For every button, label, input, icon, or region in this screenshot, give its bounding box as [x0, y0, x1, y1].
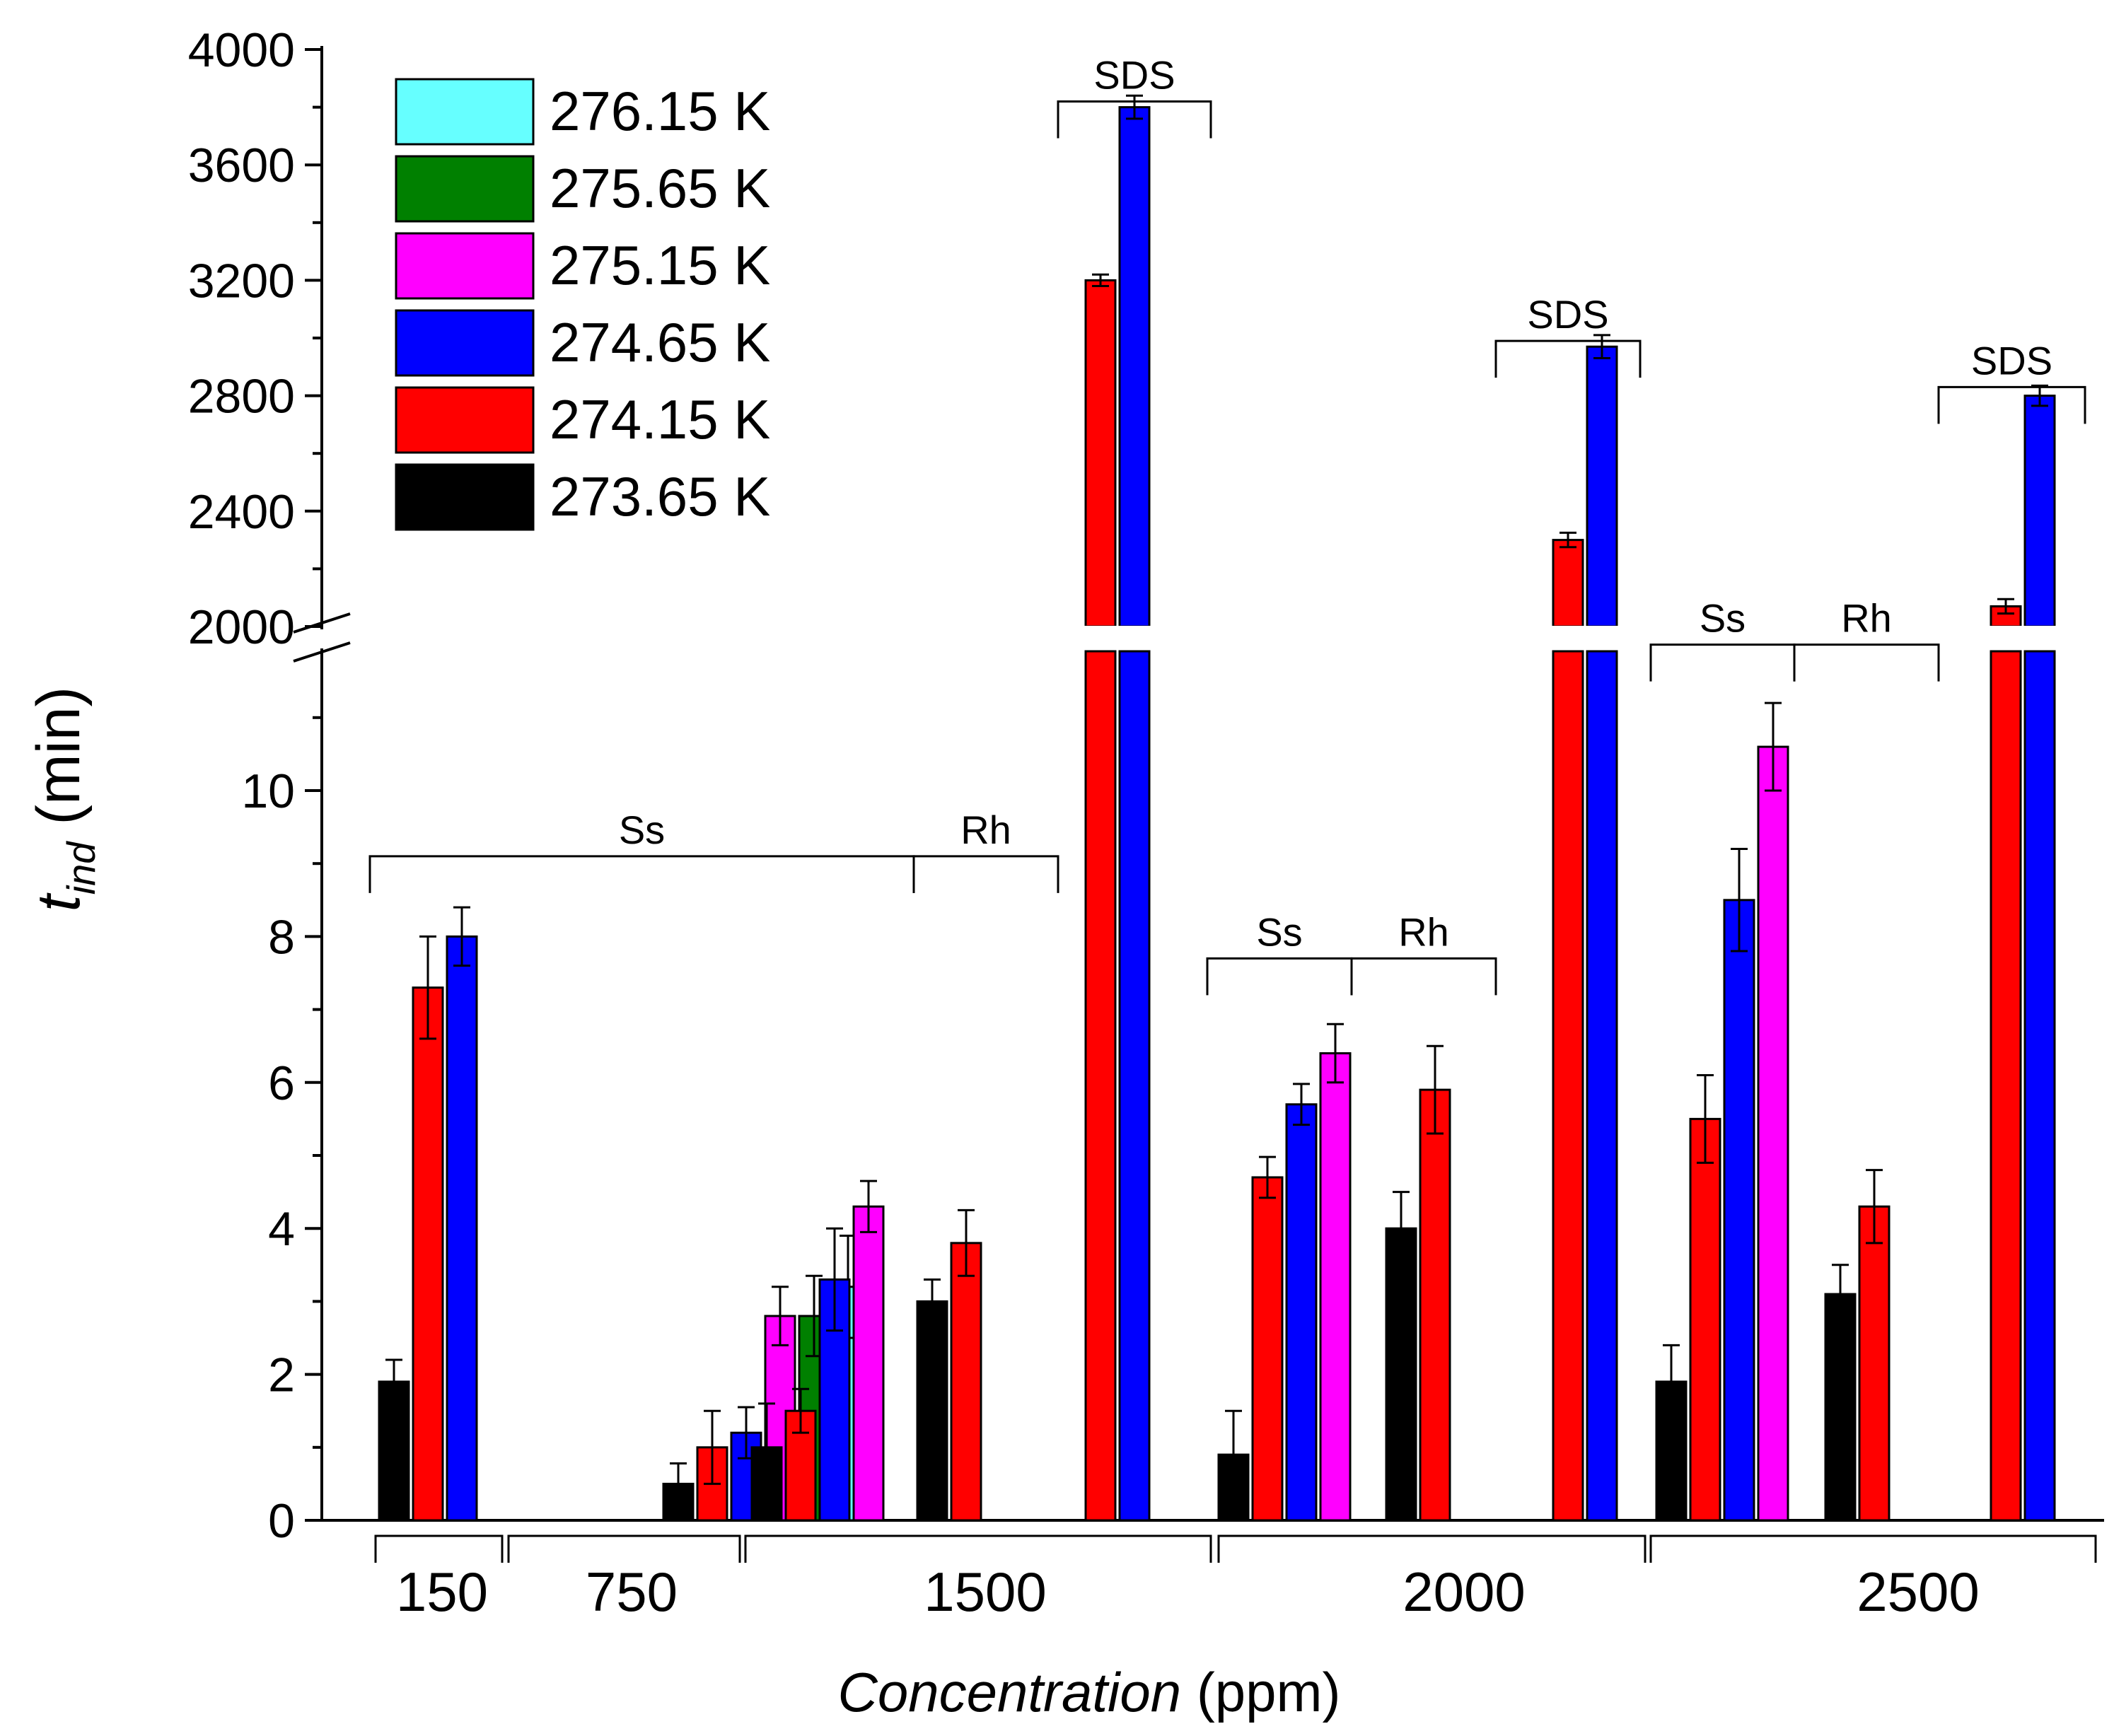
annotation-bracket — [1649, 643, 1796, 682]
annotation-label: Rh — [1398, 909, 1449, 954]
bar — [1723, 899, 1755, 1522]
x-tick-label: 1500 — [924, 1561, 1047, 1623]
legend-label: 275.65 K — [550, 157, 770, 219]
bar — [2023, 650, 2056, 1522]
annotation-label: Ss — [619, 808, 665, 852]
bar — [1084, 279, 1117, 628]
y-tick-label: 3600 — [188, 139, 295, 192]
bar — [1757, 745, 1789, 1522]
plot-area: 2000 2400 2800 3200 3600 4000 0 2 4 6 8 10 Ss Rh SDS Ss… — [25, 23, 2104, 1723]
y-tick-label: 2400 — [188, 485, 295, 539]
bar — [378, 1380, 410, 1522]
legend-swatch — [395, 155, 535, 223]
bar — [916, 1300, 948, 1522]
y-tick-label: 3200 — [188, 254, 295, 308]
annotation-label: SDS — [1093, 52, 1175, 97]
legend-label: 273.65 K — [550, 465, 770, 528]
annotation-label: Rh — [960, 808, 1011, 852]
bar — [1118, 650, 1151, 1522]
annotation-label: SDS — [1527, 292, 1608, 337]
y-tick-label: 2800 — [188, 370, 295, 424]
bar — [1285, 1103, 1318, 1522]
axis-break-mark — [293, 612, 351, 634]
x-axis-title-italic: Concentration — [838, 1661, 1197, 1723]
x-axis-title-unit: (ppm) — [1197, 1661, 1341, 1723]
bar — [852, 1205, 885, 1522]
bar — [1319, 1052, 1352, 1522]
legend-swatch — [395, 78, 535, 146]
bar — [1586, 650, 1618, 1522]
legend-label: 275.15 K — [550, 234, 770, 296]
legend-label: 274.65 K — [550, 311, 770, 373]
bar — [1858, 1205, 1891, 1522]
annotation-bracket — [1937, 385, 2086, 424]
legend-swatch — [395, 386, 535, 454]
axis-break-mark — [293, 641, 351, 663]
bar — [446, 935, 478, 1522]
concentration-bracket — [1649, 1534, 2097, 1563]
y-axis-title-unit: (min) — [25, 687, 93, 842]
bar — [2023, 395, 2056, 628]
concentration-bracket — [1217, 1534, 1647, 1563]
bar — [1689, 1117, 1721, 1522]
bar — [1385, 1227, 1417, 1522]
y-tick-label: 10 — [241, 764, 295, 818]
bar — [1552, 650, 1584, 1522]
bar — [1084, 650, 1117, 1522]
annotation-bracket — [368, 855, 915, 893]
annotation-bracket — [1057, 100, 1212, 139]
annotation-bracket — [912, 855, 1059, 893]
x-axis-title: Concentration (ppm) — [838, 1661, 1341, 1723]
bar — [412, 986, 444, 1522]
y-tick-label: 8 — [268, 910, 295, 964]
y-tick-label: 4 — [268, 1202, 295, 1256]
x-tick-label: 150 — [396, 1561, 488, 1623]
y-tick-label: 0 — [268, 1494, 295, 1548]
y-tick-label: 6 — [268, 1056, 295, 1110]
y-axis-title: tind (min) — [25, 687, 103, 911]
bar — [1419, 1088, 1451, 1522]
bar — [1824, 1293, 1857, 1522]
annotation-label: Ss — [1700, 596, 1746, 641]
annotation-label: Rh — [1841, 596, 1892, 641]
bar — [1251, 1176, 1284, 1522]
y-axis-title-symbol: t — [25, 892, 93, 911]
annotation-label: Ss — [1256, 909, 1302, 954]
bar — [1586, 345, 1618, 628]
bar — [1118, 106, 1151, 628]
concentration-bracket — [744, 1534, 1212, 1563]
annotation-bracket — [1350, 957, 1497, 996]
legend-swatch — [395, 309, 535, 377]
bar — [784, 1409, 817, 1522]
legend-swatch — [395, 232, 535, 300]
x-tick-label: 2500 — [1857, 1561, 1980, 1623]
annotation-label: SDS — [1971, 338, 2052, 383]
legend-swatch — [395, 463, 535, 531]
x-tick-label: 2000 — [1402, 1561, 1526, 1623]
annotation-bracket — [1206, 957, 1353, 996]
y-tick-label: 4000 — [188, 23, 295, 77]
bar — [1552, 539, 1584, 628]
concentration-bracket — [507, 1534, 741, 1563]
bar — [1990, 650, 2022, 1522]
y-tick-label: 2 — [268, 1348, 295, 1402]
y-axis-title-subscript: ind — [59, 841, 103, 895]
legend-label: 274.15 K — [550, 388, 770, 450]
annotation-bracket — [1793, 643, 1940, 682]
y-tick-label: 2000 — [188, 600, 295, 654]
legend-label: 276.15 K — [550, 80, 770, 142]
annotation-bracket — [1494, 339, 1642, 378]
bar — [950, 1242, 982, 1522]
x-tick-label: 750 — [586, 1561, 678, 1623]
concentration-bracket — [374, 1534, 504, 1563]
